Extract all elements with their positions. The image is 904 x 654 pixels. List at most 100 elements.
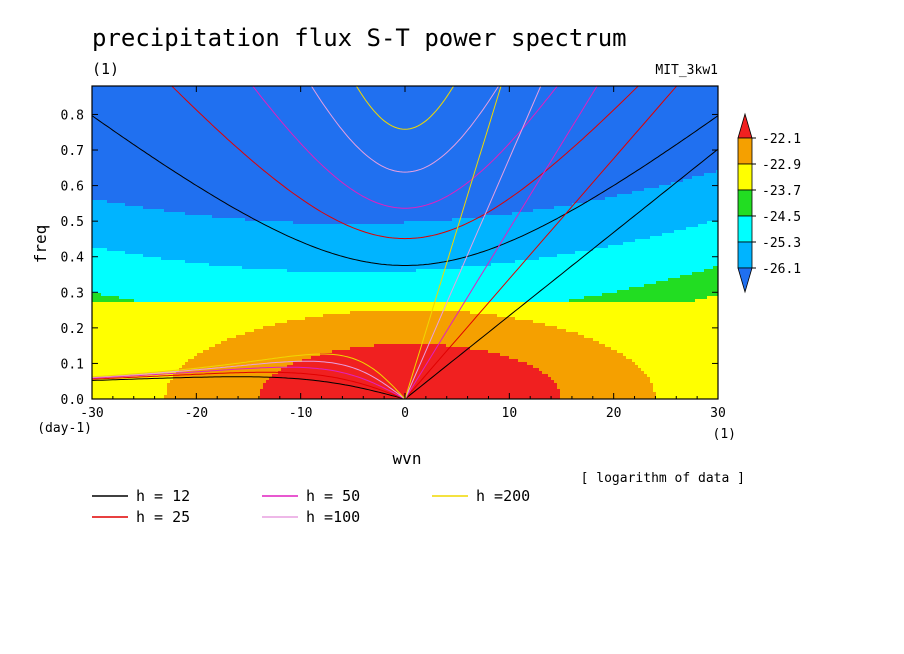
heatmap-cell	[494, 98, 497, 101]
heatmap-cell	[329, 128, 332, 131]
heatmap-cell	[353, 134, 356, 137]
heatmap-cell	[242, 155, 245, 158]
heatmap-cell	[122, 128, 125, 131]
heatmap-cell	[176, 155, 179, 158]
heatmap-cell	[389, 116, 392, 119]
heatmap-cell	[557, 113, 560, 116]
heatmap-cell	[503, 116, 506, 119]
heatmap-cell	[392, 128, 395, 131]
heatmap-cell	[455, 119, 458, 122]
heatmap-cell	[611, 143, 614, 146]
heatmap-cell	[542, 140, 545, 143]
heatmap-cell	[467, 149, 470, 152]
heatmap-cell	[233, 104, 236, 107]
heatmap-cell	[503, 113, 506, 116]
heatmap-cell	[260, 137, 263, 140]
heatmap-cell	[662, 134, 665, 137]
heatmap-cell	[476, 146, 479, 149]
heatmap-cell	[263, 110, 266, 113]
heatmap-cell	[92, 137, 95, 140]
heatmap-cell	[479, 143, 482, 146]
heatmap-cell	[101, 128, 104, 131]
heatmap-cell	[248, 137, 251, 140]
heatmap-cell	[218, 86, 221, 89]
heatmap-cell	[440, 104, 443, 107]
heatmap-cell	[659, 131, 662, 134]
heatmap-cell	[671, 122, 674, 125]
heatmap-cell	[416, 137, 419, 140]
heatmap-cell	[125, 146, 128, 149]
heatmap-cell	[605, 140, 608, 143]
heatmap-cell	[389, 149, 392, 152]
heatmap-cell	[224, 149, 227, 152]
heatmap-cell	[716, 152, 718, 155]
heatmap-cell	[356, 143, 359, 146]
heatmap-cell	[266, 134, 269, 137]
heatmap-cell	[215, 149, 218, 152]
heatmap-cell	[293, 128, 296, 131]
heatmap-cell	[674, 119, 677, 122]
heatmap-cell	[131, 119, 134, 122]
heatmap-cell	[275, 89, 278, 92]
heatmap-cell	[515, 101, 518, 104]
heatmap-cell	[98, 101, 101, 104]
heatmap-cell	[149, 140, 152, 143]
heatmap-cell	[272, 146, 275, 149]
heatmap-cell	[344, 122, 347, 125]
heatmap-cell	[545, 149, 548, 152]
heatmap-cell	[134, 125, 137, 128]
heatmap-cell	[581, 149, 584, 152]
heatmap-cell	[638, 107, 641, 110]
heatmap-cell	[407, 152, 410, 155]
heatmap-cell	[713, 116, 716, 119]
heatmap-cell	[95, 98, 98, 101]
heatmap-cell	[578, 149, 581, 152]
heatmap-cell	[671, 95, 674, 98]
heatmap-cell	[347, 98, 350, 101]
heatmap-cell	[335, 101, 338, 104]
heatmap-cell	[386, 116, 389, 119]
heatmap-cell	[194, 89, 197, 92]
heatmap-cell	[542, 92, 545, 95]
heatmap-cell	[227, 149, 230, 152]
heatmap-cell	[542, 149, 545, 152]
heatmap-cell	[287, 89, 290, 92]
heatmap-cell	[491, 104, 494, 107]
heatmap-cell	[194, 155, 197, 158]
heatmap-cell	[230, 122, 233, 125]
heatmap-cell	[200, 143, 203, 146]
heatmap-cell	[521, 86, 524, 89]
heatmap-cell	[212, 86, 215, 89]
heatmap-cell	[572, 149, 575, 152]
heatmap-cell	[614, 125, 617, 128]
heatmap-cell	[455, 92, 458, 95]
heatmap-cell	[209, 128, 212, 131]
heatmap-cell	[461, 98, 464, 101]
heatmap-cell	[521, 110, 524, 113]
heatmap-cell	[329, 146, 332, 149]
heatmap-cell	[593, 131, 596, 134]
heatmap-cell	[416, 107, 419, 110]
heatmap-cell	[557, 131, 560, 134]
heatmap-cell	[128, 107, 131, 110]
heatmap-cell	[104, 116, 107, 119]
heatmap-cell	[521, 107, 524, 110]
heatmap-cell	[212, 104, 215, 107]
heatmap-cell	[686, 104, 689, 107]
heatmap-cell	[203, 95, 206, 98]
heatmap-cell	[683, 110, 686, 113]
heatmap-cell	[167, 131, 170, 134]
heatmap-cell	[332, 146, 335, 149]
heatmap-cell	[158, 143, 161, 146]
heatmap-cell	[332, 89, 335, 92]
heatmap-cell	[245, 131, 248, 134]
heatmap-cell	[509, 89, 512, 92]
heatmap-cell	[644, 89, 647, 92]
heatmap-cell	[710, 149, 713, 152]
heatmap-cell	[146, 113, 149, 116]
heatmap-cell	[488, 125, 491, 128]
heatmap-cell	[308, 137, 311, 140]
heatmap-cell	[689, 89, 692, 92]
heatmap-cell	[110, 143, 113, 146]
heatmap-cell	[605, 98, 608, 101]
